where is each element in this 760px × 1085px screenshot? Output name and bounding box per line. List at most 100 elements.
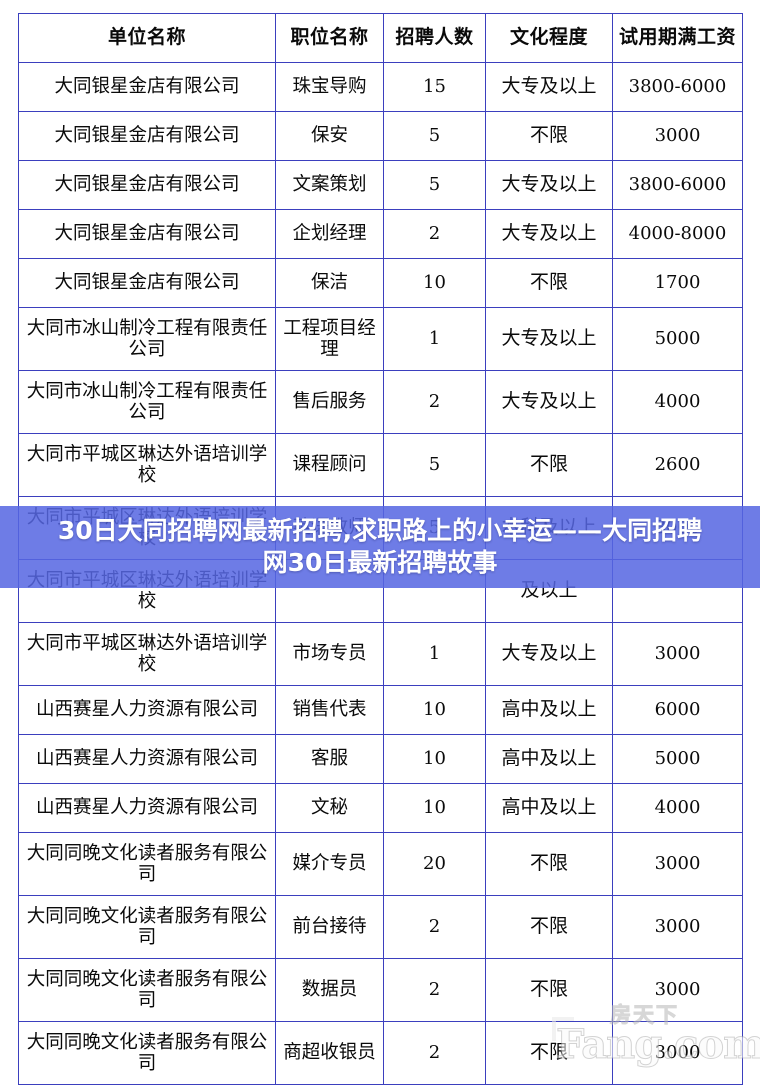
cell-count: 10 <box>383 734 486 784</box>
cell-count: 10 <box>383 783 486 833</box>
cell-count: 10 <box>383 258 486 308</box>
table-row: 大同银星金店有限公司 珠宝导购 15 大专及以上 3800-6000 <box>18 62 743 112</box>
cell-count: 1 <box>383 307 486 371</box>
cell-company: 山西赛星人力资源有限公司 <box>18 685 276 735</box>
cell-company: 山西赛星人力资源有限公司 <box>18 783 276 833</box>
cell-education: 大专及以上 <box>485 62 613 112</box>
cell-education: 高中及以上 <box>485 783 613 833</box>
promo-banner-line-2: 网30日最新招聘故事 <box>262 548 498 577</box>
cell-education: 不限 <box>485 958 613 1022</box>
cell-position: 售后服务 <box>275 370 384 434</box>
cell-count: 10 <box>383 685 486 735</box>
cell-salary: 6000 <box>612 685 743 735</box>
table-row: 大同同晚文化读者服务有限公司 数据员 2 不限 3000 <box>18 958 743 1022</box>
cell-count: 2 <box>383 1021 486 1085</box>
cell-count: 1 <box>383 622 486 686</box>
cell-salary: 3000 <box>612 111 743 161</box>
table-row: 大同市冰山制冷工程有限责任公司 工程项目经理 1 大专及以上 5000 <box>18 307 743 371</box>
promo-banner-text: 30日大同招聘网最新招聘,求职路上的小幸运——大同招聘 网30日最新招聘故事 <box>10 515 750 579</box>
table-row: 大同同晚文化读者服务有限公司 商超收银员 2 不限 3000 <box>18 1021 743 1085</box>
cell-company: 大同市冰山制冷工程有限责任公司 <box>18 307 276 371</box>
cell-company: 山西赛星人力资源有限公司 <box>18 734 276 784</box>
cell-company: 大同市平城区琳达外语培训学校 <box>18 433 276 497</box>
column-header-salary: 试用期满工资 <box>612 13 743 63</box>
cell-salary: 4000 <box>612 783 743 833</box>
header-row: 单位名称 职位名称 招聘人数 文化程度 试用期满工资 <box>18 13 743 63</box>
cell-salary: 3000 <box>612 958 743 1022</box>
cell-salary: 3000 <box>612 1021 743 1085</box>
cell-salary: 5000 <box>612 734 743 784</box>
column-header-count: 招聘人数 <box>383 13 486 63</box>
cell-salary: 3800-6000 <box>612 62 743 112</box>
cell-education: 大专及以上 <box>485 307 613 371</box>
cell-company: 大同银星金店有限公司 <box>18 209 276 259</box>
table-row: 大同银星金店有限公司 保安 5 不限 3000 <box>18 111 743 161</box>
table-row: 山西赛星人力资源有限公司 销售代表 10 高中及以上 6000 <box>18 685 743 735</box>
cell-education: 高中及以上 <box>485 685 613 735</box>
cell-position: 商超收银员 <box>275 1021 384 1085</box>
cell-education: 大专及以上 <box>485 160 613 210</box>
table-row: 大同市平城区琳达外语培训学校 课程顾问 5 不限 2600 <box>18 433 743 497</box>
cell-education: 不限 <box>485 258 613 308</box>
promo-banner-line-1: 30日大同招聘网最新招聘,求职路上的小幸运——大同招聘 <box>57 516 703 545</box>
cell-count: 2 <box>383 209 486 259</box>
table-row: 大同市平城区琳达外语培训学校 市场专员 1 大专及以上 3000 <box>18 622 743 686</box>
cell-company: 大同银星金店有限公司 <box>18 160 276 210</box>
cell-position: 数据员 <box>275 958 384 1022</box>
table-row: 大同同晚文化读者服务有限公司 媒介专员 20 不限 3000 <box>18 832 743 896</box>
cell-count: 5 <box>383 160 486 210</box>
cell-count: 2 <box>383 370 486 434</box>
cell-company: 大同同晚文化读者服务有限公司 <box>18 958 276 1022</box>
cell-position: 保洁 <box>275 258 384 308</box>
cell-salary: 3800-6000 <box>612 160 743 210</box>
cell-position: 保安 <box>275 111 384 161</box>
cell-count: 20 <box>383 832 486 896</box>
table-row: 山西赛星人力资源有限公司 文秘 10 高中及以上 4000 <box>18 783 743 833</box>
cell-salary: 3000 <box>612 622 743 686</box>
cell-company: 大同同晚文化读者服务有限公司 <box>18 895 276 959</box>
cell-education: 不限 <box>485 433 613 497</box>
cell-company: 大同银星金店有限公司 <box>18 62 276 112</box>
cell-company: 大同同晚文化读者服务有限公司 <box>18 1021 276 1085</box>
column-header-position: 职位名称 <box>275 13 384 63</box>
cell-education: 不限 <box>485 111 613 161</box>
cell-company: 大同银星金店有限公司 <box>18 258 276 308</box>
cell-position: 企划经理 <box>275 209 384 259</box>
cell-count: 15 <box>383 62 486 112</box>
cell-position: 销售代表 <box>275 685 384 735</box>
cell-education: 高中及以上 <box>485 734 613 784</box>
cell-position: 文秘 <box>275 783 384 833</box>
cell-position: 客服 <box>275 734 384 784</box>
cell-position: 前台接待 <box>275 895 384 959</box>
column-header-company: 单位名称 <box>18 13 276 63</box>
cell-position: 市场专员 <box>275 622 384 686</box>
cell-company: 大同市冰山制冷工程有限责任公司 <box>18 370 276 434</box>
table-row: 大同银星金店有限公司 企划经理 2 大专及以上 4000-8000 <box>18 209 743 259</box>
cell-salary: 5000 <box>612 307 743 371</box>
cell-education: 大专及以上 <box>485 370 613 434</box>
promo-banner-overlay: 30日大同招聘网最新招聘,求职路上的小幸运——大同招聘 网30日最新招聘故事 <box>0 506 760 588</box>
cell-education: 不限 <box>485 895 613 959</box>
cell-education: 不限 <box>485 1021 613 1085</box>
cell-education: 不限 <box>485 832 613 896</box>
cell-salary: 1700 <box>612 258 743 308</box>
cell-count: 5 <box>383 433 486 497</box>
table-row: 大同银星金店有限公司 文案策划 5 大专及以上 3800-6000 <box>18 160 743 210</box>
cell-salary: 4000 <box>612 370 743 434</box>
cell-salary: 2600 <box>612 433 743 497</box>
column-header-education: 文化程度 <box>485 13 613 63</box>
cell-education: 大专及以上 <box>485 622 613 686</box>
cell-position: 媒介专员 <box>275 832 384 896</box>
cell-count: 2 <box>383 958 486 1022</box>
cell-position: 课程顾问 <box>275 433 384 497</box>
table-row: 大同同晚文化读者服务有限公司 前台接待 2 不限 3000 <box>18 895 743 959</box>
cell-count: 5 <box>383 111 486 161</box>
cell-position: 珠宝导购 <box>275 62 384 112</box>
cell-salary: 4000-8000 <box>612 209 743 259</box>
table-header: 单位名称 职位名称 招聘人数 文化程度 试用期满工资 <box>18 13 743 63</box>
cell-education: 大专及以上 <box>485 209 613 259</box>
table-row: 大同银星金店有限公司 保洁 10 不限 1700 <box>18 258 743 308</box>
cell-company: 大同同晚文化读者服务有限公司 <box>18 832 276 896</box>
cell-position: 工程项目经理 <box>275 307 384 371</box>
